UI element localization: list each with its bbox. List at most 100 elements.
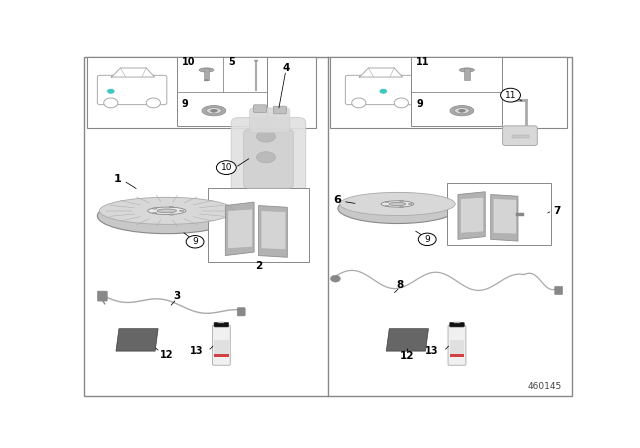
- Ellipse shape: [408, 203, 412, 204]
- Text: 6: 6: [333, 195, 341, 205]
- Ellipse shape: [385, 206, 389, 207]
- FancyBboxPatch shape: [555, 286, 563, 295]
- Ellipse shape: [460, 68, 474, 72]
- Bar: [218, 322, 225, 323]
- Ellipse shape: [148, 207, 186, 215]
- Text: 9: 9: [416, 99, 423, 109]
- Ellipse shape: [204, 80, 209, 81]
- Text: 4: 4: [282, 63, 289, 73]
- Circle shape: [419, 233, 436, 246]
- Ellipse shape: [157, 209, 177, 213]
- Bar: [208, 188, 309, 263]
- Text: 12: 12: [400, 351, 415, 361]
- Bar: [177, 57, 268, 126]
- Bar: [214, 340, 229, 353]
- Ellipse shape: [338, 193, 457, 224]
- Ellipse shape: [199, 68, 214, 72]
- Polygon shape: [493, 198, 516, 234]
- Ellipse shape: [381, 201, 414, 207]
- Text: 10: 10: [221, 163, 232, 172]
- FancyBboxPatch shape: [450, 323, 464, 327]
- FancyBboxPatch shape: [237, 308, 245, 316]
- Polygon shape: [387, 329, 428, 351]
- Bar: [511, 135, 529, 138]
- Ellipse shape: [107, 88, 115, 94]
- Text: 10: 10: [182, 57, 195, 67]
- Bar: [449, 340, 465, 353]
- Ellipse shape: [389, 202, 406, 206]
- FancyBboxPatch shape: [502, 126, 538, 146]
- Ellipse shape: [352, 98, 366, 108]
- FancyBboxPatch shape: [448, 325, 466, 365]
- Text: 12: 12: [161, 349, 174, 360]
- Ellipse shape: [254, 60, 258, 61]
- Polygon shape: [116, 329, 158, 351]
- Ellipse shape: [340, 192, 455, 215]
- Bar: [412, 57, 502, 126]
- Polygon shape: [259, 206, 287, 257]
- Polygon shape: [228, 209, 253, 249]
- Text: 13: 13: [425, 346, 438, 356]
- Polygon shape: [491, 194, 518, 241]
- Ellipse shape: [379, 88, 387, 94]
- Circle shape: [500, 88, 520, 102]
- Ellipse shape: [169, 214, 173, 215]
- Bar: [454, 322, 460, 323]
- Text: 11: 11: [416, 57, 430, 67]
- Ellipse shape: [169, 207, 173, 208]
- Bar: [449, 353, 465, 358]
- FancyBboxPatch shape: [273, 106, 286, 114]
- Text: 3: 3: [173, 291, 180, 301]
- Polygon shape: [225, 202, 254, 255]
- Ellipse shape: [211, 109, 218, 112]
- Text: 8: 8: [396, 280, 404, 290]
- Text: 11: 11: [505, 90, 516, 99]
- Polygon shape: [458, 192, 485, 239]
- Ellipse shape: [202, 106, 226, 116]
- Bar: [330, 56, 567, 128]
- Ellipse shape: [147, 98, 161, 108]
- Text: 7: 7: [554, 206, 561, 216]
- Polygon shape: [460, 197, 484, 233]
- Text: 9: 9: [192, 237, 198, 246]
- Ellipse shape: [99, 197, 234, 224]
- Ellipse shape: [399, 200, 403, 201]
- Bar: [464, 68, 470, 80]
- Text: 5: 5: [228, 57, 234, 67]
- Ellipse shape: [454, 108, 469, 114]
- Ellipse shape: [179, 210, 184, 211]
- Ellipse shape: [257, 131, 275, 142]
- Polygon shape: [360, 68, 403, 77]
- FancyBboxPatch shape: [244, 129, 293, 188]
- Text: 9: 9: [424, 235, 430, 244]
- Text: 2: 2: [255, 261, 262, 271]
- Text: 13: 13: [189, 346, 203, 356]
- Ellipse shape: [399, 207, 403, 208]
- Text: 1: 1: [113, 174, 121, 184]
- FancyBboxPatch shape: [253, 105, 266, 112]
- FancyBboxPatch shape: [346, 75, 415, 105]
- Bar: [214, 353, 229, 358]
- FancyBboxPatch shape: [231, 117, 306, 200]
- FancyBboxPatch shape: [250, 108, 290, 133]
- Ellipse shape: [257, 152, 275, 163]
- FancyBboxPatch shape: [214, 323, 228, 327]
- Ellipse shape: [152, 212, 157, 214]
- Ellipse shape: [207, 108, 221, 114]
- Ellipse shape: [458, 109, 465, 112]
- Circle shape: [330, 275, 340, 282]
- Text: 9: 9: [182, 99, 188, 109]
- Bar: [516, 213, 524, 216]
- FancyBboxPatch shape: [97, 291, 108, 301]
- Ellipse shape: [104, 98, 118, 108]
- Text: 460145: 460145: [528, 382, 562, 391]
- Bar: [447, 183, 551, 245]
- Polygon shape: [261, 211, 286, 250]
- Polygon shape: [111, 68, 155, 77]
- Circle shape: [216, 161, 236, 174]
- Ellipse shape: [97, 198, 236, 234]
- Ellipse shape: [394, 98, 408, 108]
- Bar: [88, 56, 316, 128]
- Ellipse shape: [152, 208, 157, 209]
- FancyBboxPatch shape: [212, 325, 230, 365]
